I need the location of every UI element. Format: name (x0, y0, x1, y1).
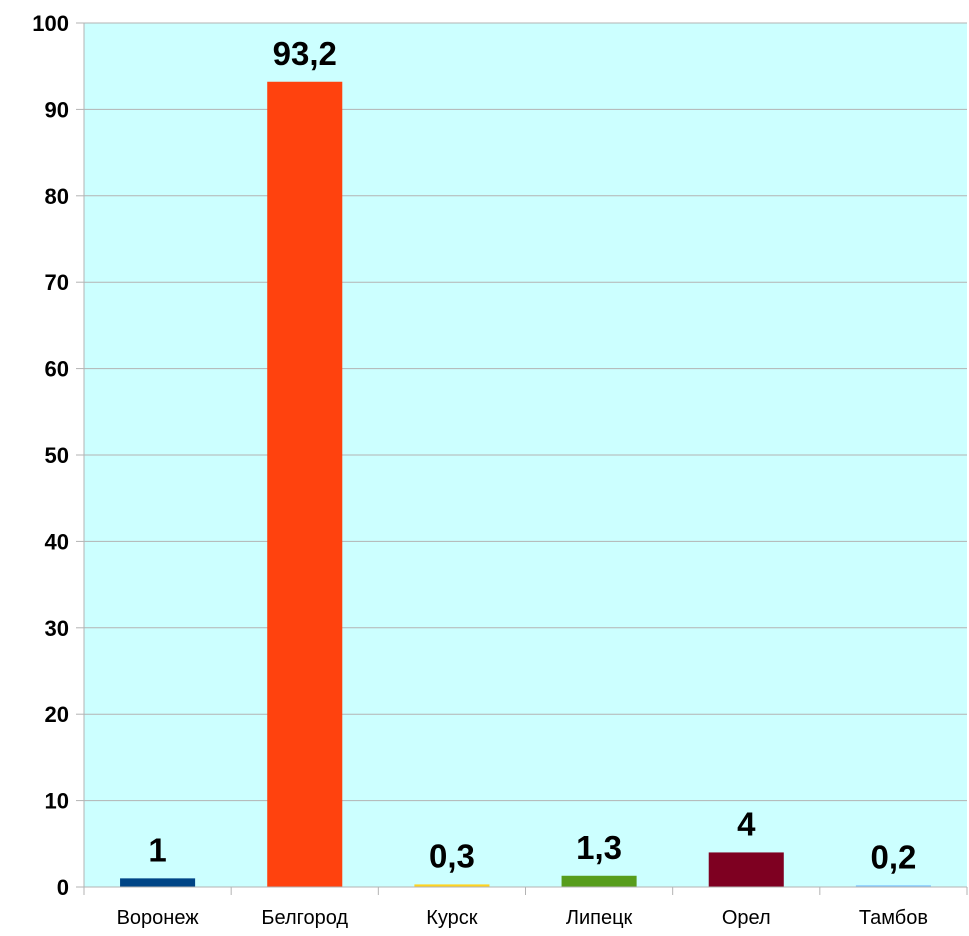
data-label: 0,2 (870, 838, 916, 875)
data-label: 1,3 (576, 829, 622, 866)
y-tick-label: 30 (45, 616, 69, 641)
bar (120, 878, 196, 887)
y-tick-label: 70 (45, 270, 69, 295)
data-label: 1 (148, 831, 166, 868)
data-label: 4 (737, 805, 756, 842)
bars (120, 81, 931, 887)
y-tick-label: 10 (45, 789, 69, 814)
x-axis: Воронеж Белгород Курск Липецк Орел Тамбов (83, 886, 968, 929)
y-tick-label: 20 (45, 702, 69, 727)
data-label: 93,2 (273, 35, 337, 72)
x-tick-label: Липецк (566, 907, 633, 929)
y-tick-label: 0 (57, 875, 69, 900)
data-label: 0,3 (429, 837, 475, 874)
y-tick-label: 80 (45, 184, 69, 209)
gridlines (84, 22, 967, 802)
bar (708, 852, 784, 887)
y-tick-label: 60 (45, 357, 69, 382)
x-tick-label: Тамбов (859, 907, 928, 929)
y-tick-label: 100 (32, 11, 69, 36)
y-tick-label: 90 (45, 97, 69, 122)
x-tick-label: Белгород (261, 907, 348, 929)
data-labels: 1 93,2 0,3 1,3 4 0,2 (148, 35, 916, 876)
bar (267, 81, 343, 887)
x-tick-label: Курск (426, 907, 478, 929)
y-tick-label: 40 (45, 529, 69, 554)
bar (414, 884, 490, 887)
y-tick-label: 50 (45, 443, 69, 468)
x-tick-label: Воронеж (117, 907, 200, 929)
x-tick-label: Орел (722, 907, 771, 929)
y-axis: 0 10 20 30 40 50 60 70 80 90 100 (32, 11, 85, 900)
bar (855, 885, 931, 887)
bar (561, 875, 637, 887)
